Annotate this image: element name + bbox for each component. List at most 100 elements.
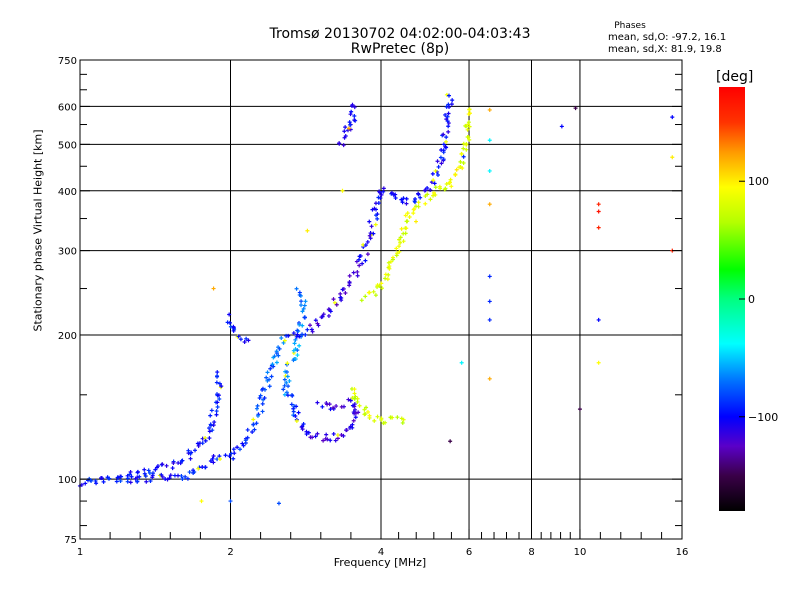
data-point	[301, 306, 306, 311]
data-point	[359, 298, 364, 303]
data-point	[435, 172, 440, 177]
data-point	[272, 354, 277, 359]
data-point	[351, 410, 356, 415]
data-point	[320, 404, 325, 409]
data-point	[401, 196, 406, 201]
data-point	[188, 456, 193, 461]
data-point	[282, 377, 287, 382]
data-point	[373, 222, 378, 227]
data-point	[294, 404, 299, 409]
data-point	[401, 239, 406, 244]
data-point	[438, 186, 443, 191]
data-point	[346, 126, 351, 131]
data-point	[387, 266, 392, 271]
data-point	[449, 184, 454, 189]
data-point	[164, 463, 169, 468]
data-point	[393, 192, 398, 197]
data-point	[167, 476, 172, 481]
data-point	[367, 413, 372, 418]
data-point	[183, 474, 188, 479]
data-point	[444, 139, 449, 144]
data-point	[313, 434, 318, 439]
data-point	[292, 341, 297, 346]
data-point	[596, 225, 601, 230]
data-point	[118, 479, 123, 484]
data-point	[274, 349, 279, 354]
data-point	[344, 428, 349, 433]
data-point	[303, 299, 308, 304]
data-point	[293, 337, 298, 342]
data-point	[128, 480, 133, 485]
data-point	[425, 186, 430, 191]
data-point	[487, 317, 492, 322]
data-point	[331, 297, 336, 302]
data-point	[301, 422, 306, 427]
data-point	[467, 137, 472, 142]
x-tick-label: 10	[574, 547, 587, 558]
data-point	[368, 231, 373, 236]
data-point	[465, 135, 470, 140]
data-point	[338, 291, 343, 296]
data-point	[300, 323, 305, 328]
data-point	[368, 236, 373, 241]
data-point	[596, 360, 601, 365]
data-point	[342, 129, 347, 134]
data-point	[215, 374, 220, 379]
data-point	[454, 167, 459, 172]
data-point	[212, 420, 217, 425]
data-point	[341, 143, 346, 148]
data-point	[379, 286, 384, 291]
data-point	[355, 399, 360, 404]
data-point	[340, 188, 345, 193]
data-point	[350, 425, 355, 430]
data-point	[371, 289, 376, 294]
data-point	[375, 283, 380, 288]
data-point	[432, 181, 437, 186]
data-point	[352, 118, 357, 123]
data-point	[445, 114, 450, 119]
data-point	[348, 112, 353, 117]
data-point	[487, 274, 492, 279]
data-point	[366, 290, 371, 295]
data-point	[400, 200, 405, 205]
data-point	[219, 384, 224, 389]
data-point	[146, 468, 151, 473]
data-point	[200, 436, 205, 441]
data-point	[360, 261, 365, 266]
data-point	[215, 405, 220, 410]
data-point	[362, 407, 367, 412]
data-point	[284, 370, 289, 375]
data-point	[596, 202, 601, 207]
data-point	[257, 396, 262, 401]
data-point	[303, 332, 308, 337]
data-point	[352, 391, 357, 396]
data-point	[286, 333, 291, 338]
data-point	[403, 213, 408, 218]
data-point	[347, 120, 352, 125]
data-point	[335, 433, 340, 438]
data-point	[153, 467, 158, 472]
data-point	[297, 343, 302, 348]
data-point	[367, 219, 372, 224]
data-point	[187, 470, 192, 475]
data-point	[397, 237, 402, 242]
data-point	[326, 313, 331, 318]
axis-ticks: 1 2 4 6 8 10 16 75 100 200 300 400 500 600 750	[58, 56, 688, 558]
grid-lines	[80, 60, 682, 539]
data-point	[457, 165, 462, 170]
data-point	[199, 499, 204, 504]
data-point	[211, 460, 216, 465]
data-point	[444, 181, 449, 186]
data-point	[459, 152, 464, 157]
data-point	[414, 219, 419, 224]
data-point	[274, 360, 279, 365]
data-point	[425, 192, 430, 197]
data-point	[416, 200, 421, 205]
data-point	[285, 361, 290, 366]
data-point	[446, 111, 451, 116]
data-point	[441, 148, 446, 153]
data-point	[293, 414, 298, 419]
data-point	[211, 454, 216, 459]
data-point	[346, 397, 351, 402]
